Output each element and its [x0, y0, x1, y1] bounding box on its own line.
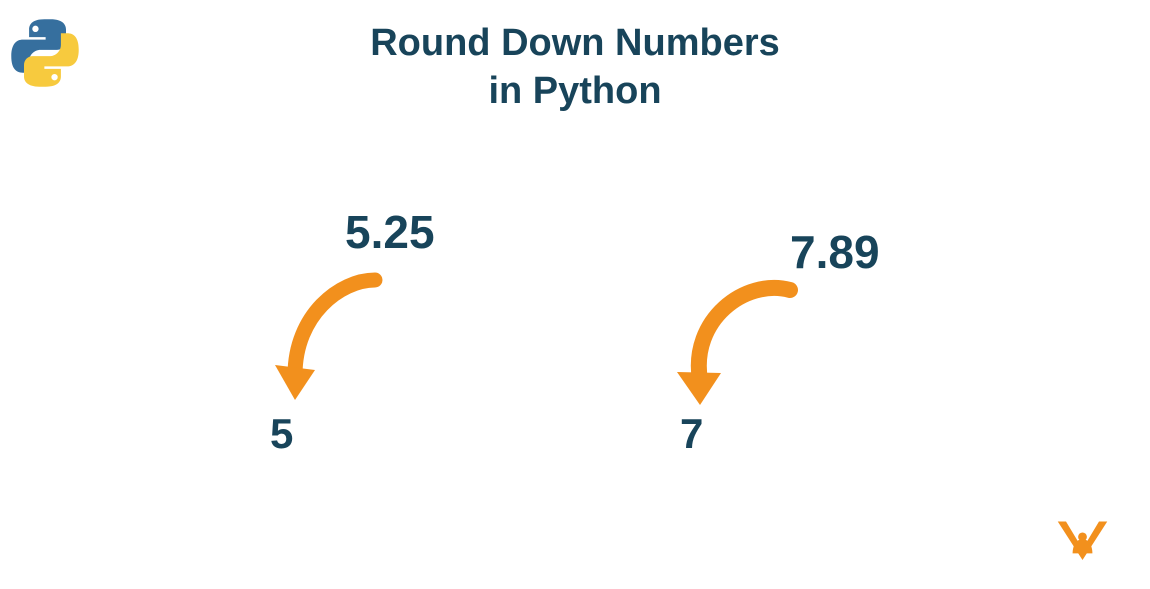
page-title: Round Down Numbers in Python: [0, 20, 1150, 115]
example-1-output: 5: [270, 410, 293, 458]
brand-logo-icon: [1055, 516, 1110, 571]
arrow-icon: [665, 270, 805, 425]
title-line-2: in Python: [0, 68, 1150, 116]
example-2-output: 7: [680, 410, 703, 458]
example-1: 5.25 5: [240, 205, 500, 465]
arrow-icon: [265, 265, 395, 420]
example-1-input: 5.25: [345, 205, 435, 259]
example-2: 7.89 7: [650, 205, 910, 465]
examples-container: 5.25 5 7.89 7: [0, 205, 1150, 465]
title-line-1: Round Down Numbers: [0, 20, 1150, 68]
